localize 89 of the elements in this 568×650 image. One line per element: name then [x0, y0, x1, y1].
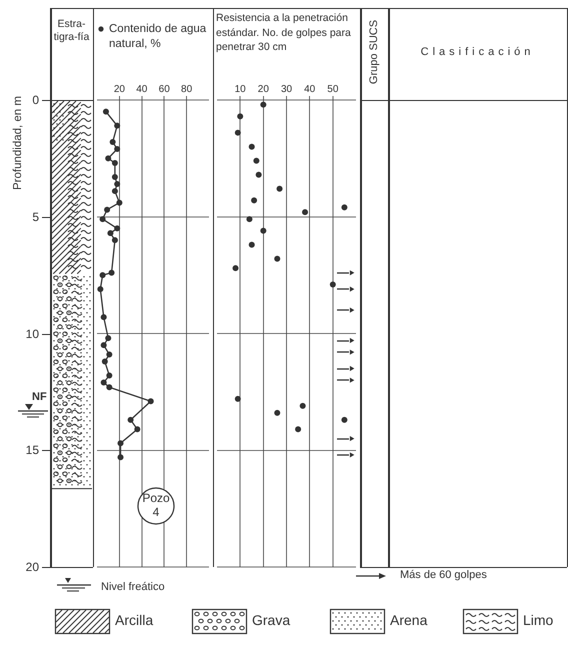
- point: [114, 181, 120, 188]
- point: [237, 113, 244, 120]
- point: [106, 352, 112, 358]
- y-tick-label: 5: [31, 208, 39, 225]
- point: [234, 130, 241, 136]
- text: Grava: [252, 612, 290, 628]
- point: [234, 396, 241, 402]
- text: Arena: [390, 612, 428, 628]
- point: [114, 225, 120, 232]
- point: [100, 342, 107, 348]
- legend-label: NF: [32, 390, 47, 403]
- point: [105, 155, 112, 162]
- point: [350, 286, 354, 292]
- point: [114, 146, 120, 152]
- point: [104, 206, 110, 213]
- x-tick-label: 80: [181, 84, 193, 95]
- y-tick-label: 0: [32, 93, 39, 107]
- point: [253, 158, 260, 164]
- point: [105, 335, 112, 342]
- point: [118, 454, 124, 460]
- point: [302, 209, 308, 216]
- point: [112, 188, 118, 194]
- y-tick-label: 15: [24, 442, 39, 458]
- point: [116, 200, 122, 206]
- point: [118, 440, 124, 446]
- point: [350, 350, 354, 355]
- x-tick-label: 60: [158, 84, 170, 95]
- point: [112, 174, 118, 180]
- point: [102, 108, 109, 115]
- point: [350, 338, 354, 344]
- point: [300, 402, 306, 409]
- point: [350, 366, 354, 372]
- text: Clasificación: [420, 46, 536, 58]
- x-tick-label: 20: [258, 84, 270, 95]
- x-tick-label: 40: [304, 84, 316, 95]
- legend-label: Más de 60 golpes: [400, 569, 487, 581]
- x-tick-label: 30: [280, 84, 292, 95]
- annotation: Pozo 4: [141, 491, 171, 519]
- point: [128, 416, 134, 423]
- point: [274, 256, 280, 262]
- point: [330, 281, 336, 288]
- point: [108, 270, 115, 276]
- text: Grupo SUCS: [368, 18, 380, 86]
- chart-title: Resistencia a la penetración estándar. No. de golpes para penetrar 30 cm: [216, 11, 352, 54]
- point: [350, 436, 354, 442]
- text: Limo: [523, 612, 554, 628]
- y-axis-title: Profundidad, en m: [12, 95, 24, 192]
- point: [256, 172, 262, 178]
- point: [341, 416, 348, 423]
- point: [350, 270, 354, 276]
- chart-title: Contenido de agua natural, %: [108, 22, 208, 52]
- point: [232, 265, 239, 272]
- point: [350, 452, 354, 458]
- point: [274, 410, 280, 416]
- point: [248, 242, 255, 248]
- point: [107, 230, 114, 236]
- x-tick-label: 20: [114, 84, 126, 95]
- point: [100, 272, 106, 278]
- point: [276, 186, 283, 192]
- x-tick-label: 50: [327, 84, 339, 95]
- text: Arcilla: [115, 612, 154, 628]
- y-tick-label: 10: [24, 326, 39, 342]
- point: [106, 384, 112, 390]
- point: [100, 216, 106, 222]
- y-tick-label: 20: [24, 559, 39, 575]
- point: [114, 122, 120, 129]
- point: [341, 204, 348, 210]
- text: Nivel freático: [101, 581, 165, 593]
- point: [100, 314, 107, 320]
- point: [134, 426, 140, 432]
- point: [295, 426, 302, 432]
- point: [100, 380, 107, 386]
- point: [251, 197, 258, 204]
- point: [148, 398, 154, 404]
- x-tick-label: 10: [234, 84, 246, 95]
- point: [97, 286, 104, 292]
- point: [110, 139, 116, 146]
- point: [246, 216, 252, 222]
- point: [112, 237, 118, 244]
- point: [260, 228, 266, 234]
- point: [106, 372, 112, 379]
- point: [350, 308, 354, 313]
- point: [248, 144, 255, 150]
- point: [260, 102, 266, 108]
- text: Estra-tigra-fía: [52, 18, 90, 44]
- point: [350, 378, 354, 383]
- point: [102, 358, 108, 365]
- point: [112, 160, 118, 166]
- x-tick-label: 40: [136, 84, 148, 95]
